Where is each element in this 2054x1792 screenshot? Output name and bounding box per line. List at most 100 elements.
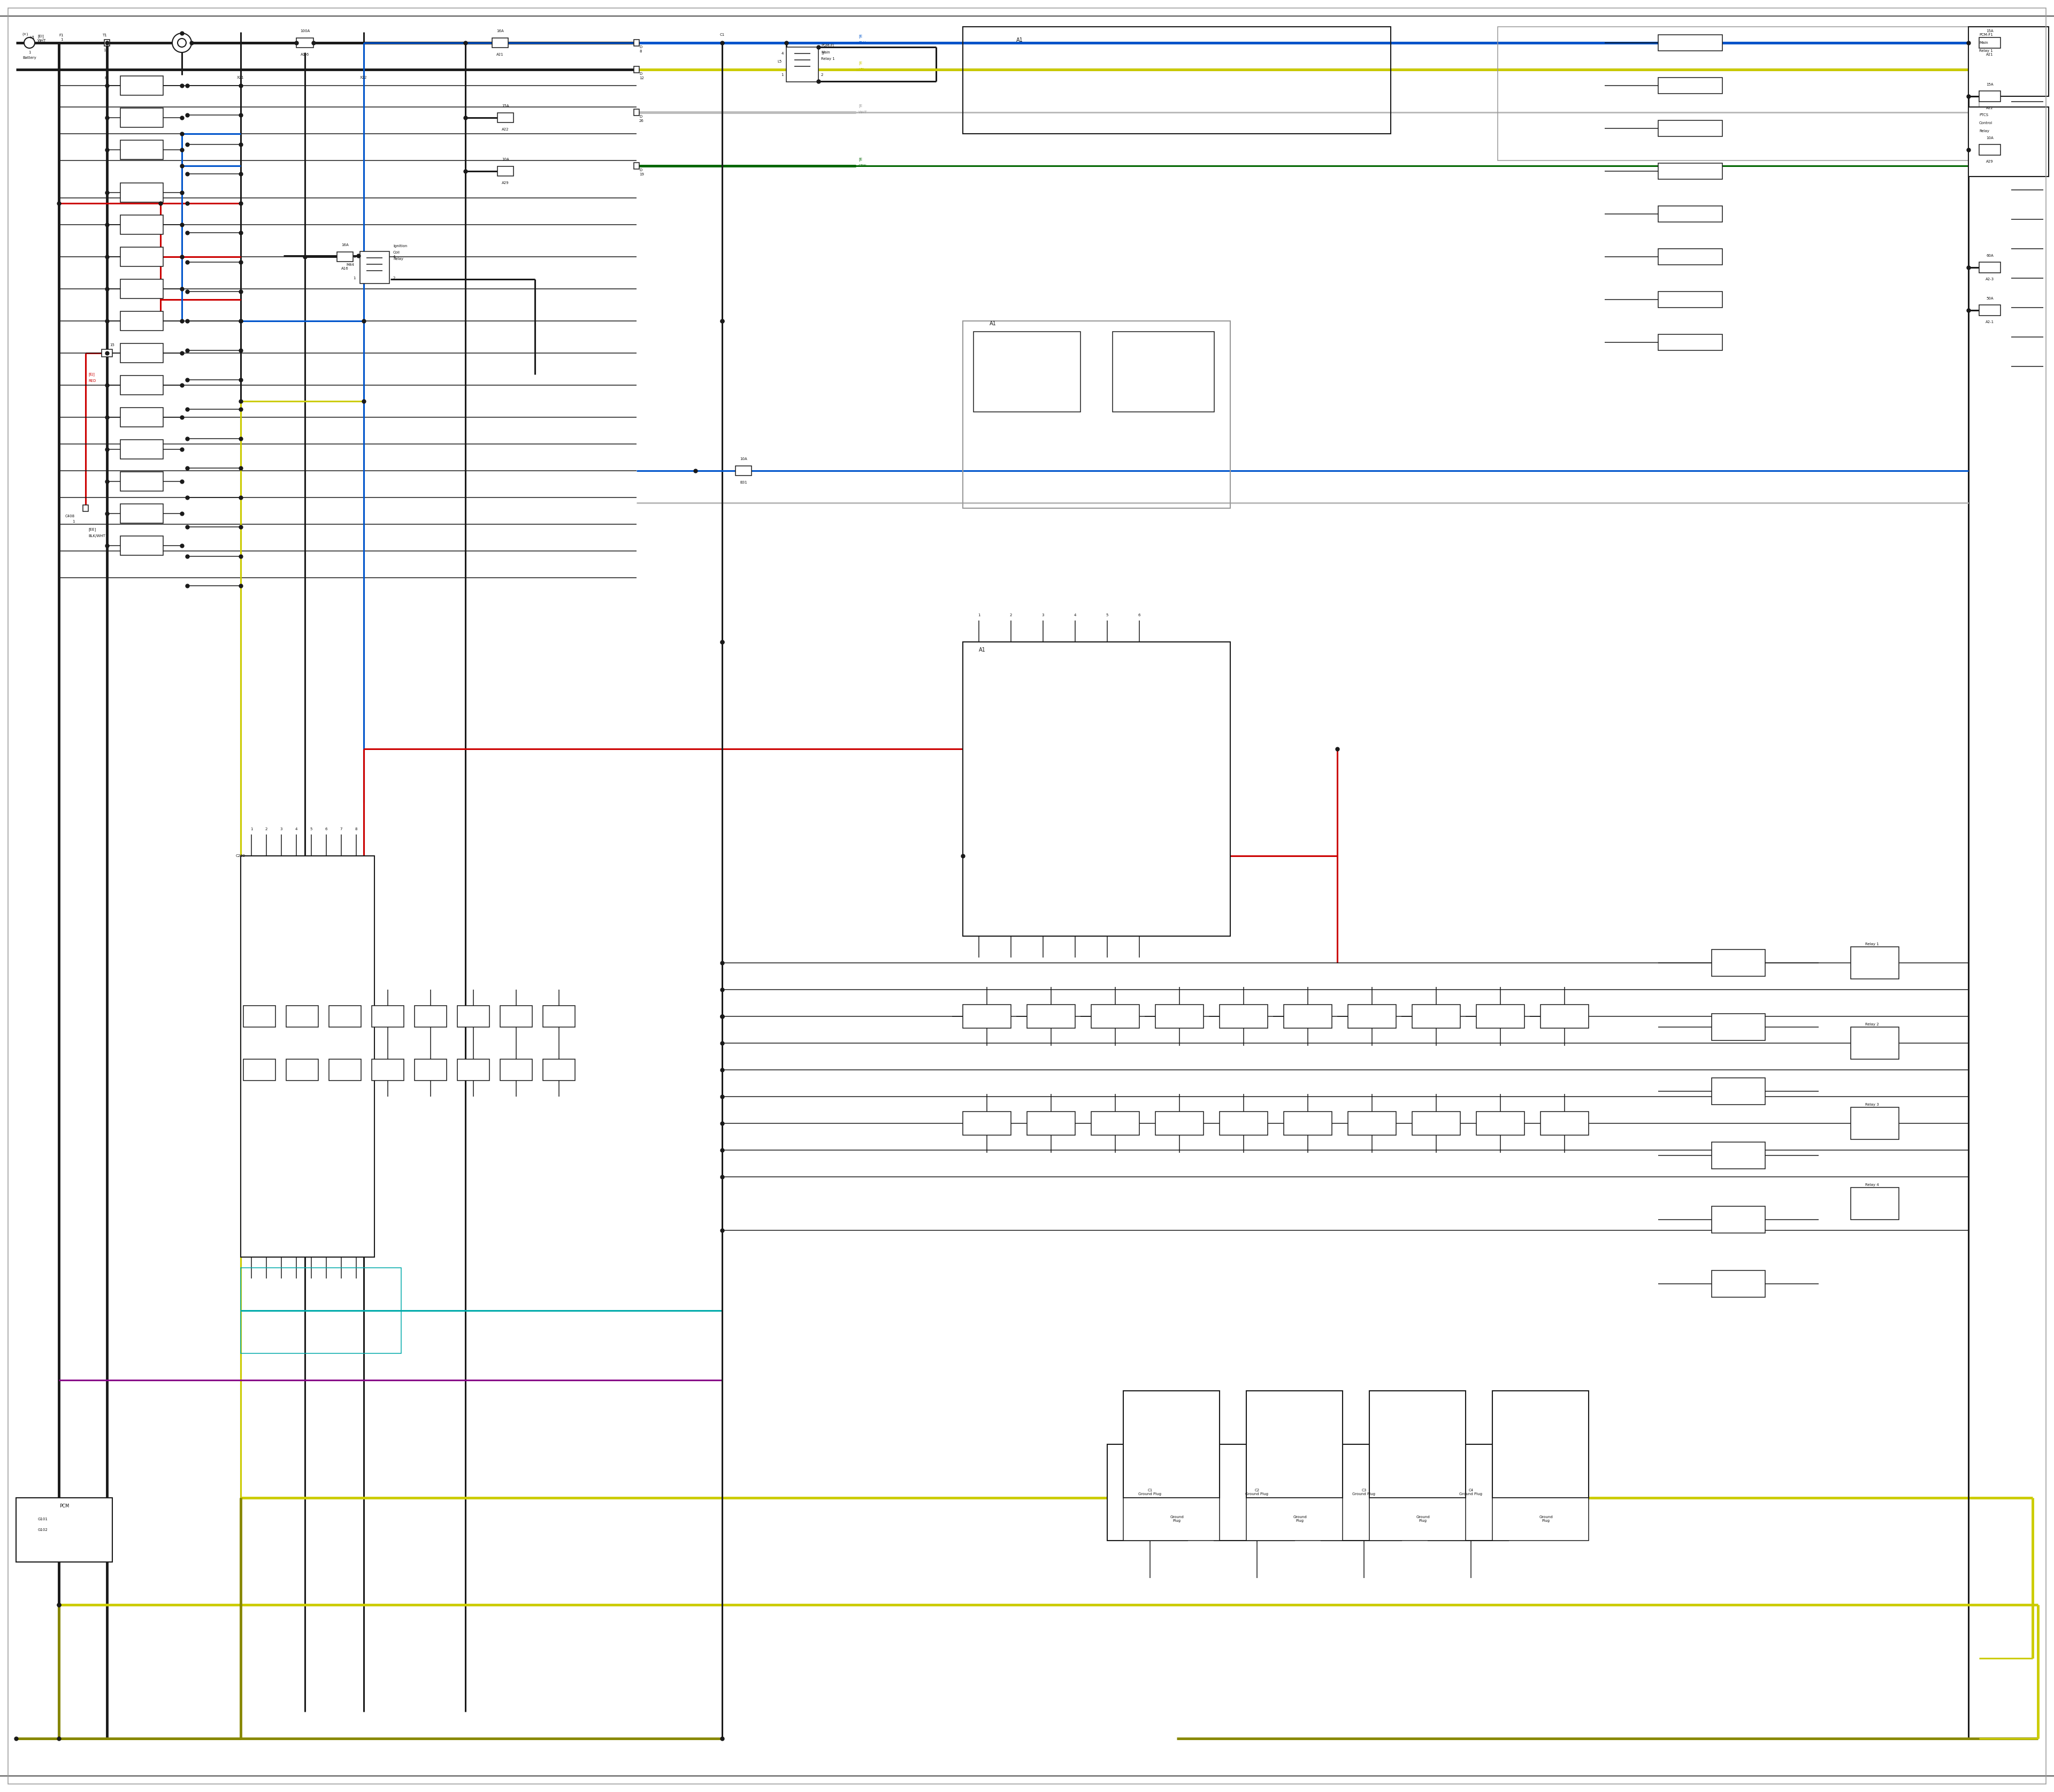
Bar (121, 407, 162, 426)
Bar (1980, 305, 2001, 315)
Bar (1124, 1498, 1220, 1541)
Text: X21: X21 (236, 75, 244, 79)
Text: Ground
Plug: Ground Plug (1415, 1516, 1430, 1523)
Bar (121, 215, 162, 235)
Bar (121, 439, 162, 459)
Bar (1027, 1005, 1074, 1029)
Text: 6: 6 (1138, 613, 1140, 616)
Bar (1370, 1391, 1467, 1498)
Text: 15A: 15A (1986, 29, 1994, 32)
Text: WHT: WHT (37, 39, 45, 43)
Bar (1851, 1188, 1898, 1220)
Bar (1658, 335, 1723, 351)
Text: 8: 8 (355, 828, 357, 831)
Bar (1247, 1498, 1343, 1541)
Bar (1493, 1391, 1588, 1498)
Text: D
19: D 19 (639, 168, 645, 176)
Text: X22: X22 (359, 75, 368, 79)
Bar (1711, 1142, 1764, 1168)
Bar (1284, 1111, 1331, 1134)
Bar (1711, 1206, 1764, 1233)
Bar (1413, 1111, 1460, 1134)
Text: A29: A29 (501, 181, 509, 185)
Bar (1284, 1005, 1331, 1029)
Text: A22: A22 (501, 127, 509, 131)
Bar (286, 1005, 318, 1027)
Bar (1347, 1111, 1397, 1134)
Text: Relay: Relay (1980, 129, 1988, 133)
Text: C4
Ground Plug: C4 Ground Plug (1460, 1489, 1483, 1496)
Bar (1658, 120, 1723, 136)
Text: 15: 15 (109, 344, 115, 346)
Bar (1107, 1444, 1187, 1541)
Bar (635, 39, 639, 47)
Bar (1851, 1107, 1898, 1140)
Text: Relay 1: Relay 1 (822, 57, 834, 61)
Bar (635, 163, 639, 168)
Text: A2-3: A2-3 (1986, 278, 1994, 281)
Text: Coil: Coil (392, 251, 401, 254)
Text: D
8: D 8 (639, 47, 643, 52)
Bar (121, 376, 162, 394)
Text: M44: M44 (347, 263, 353, 267)
Bar (242, 1059, 275, 1081)
Text: 3: 3 (1041, 613, 1043, 616)
Bar (121, 536, 162, 556)
Text: A1-6: A1-6 (300, 54, 310, 56)
Bar (121, 280, 162, 299)
Text: 15A: 15A (501, 104, 509, 108)
Text: B31: B31 (739, 480, 748, 484)
Text: [E: [E (859, 34, 863, 38)
Bar (1711, 950, 1764, 977)
Bar (1658, 292, 1723, 308)
Text: [EI]: [EI] (37, 34, 43, 38)
Text: 10A: 10A (739, 457, 748, 461)
Bar (1711, 1077, 1764, 1104)
Text: 6: 6 (325, 828, 327, 831)
Text: A1: A1 (980, 647, 986, 652)
Text: C2
Ground Plug: C2 Ground Plug (1245, 1489, 1269, 1496)
Bar (1497, 27, 1980, 161)
Bar (542, 1059, 575, 1081)
Bar (1477, 1111, 1524, 1134)
Bar (329, 1059, 362, 1081)
Bar (121, 183, 162, 202)
Text: H1: H1 (29, 36, 35, 39)
Text: A1: A1 (1017, 38, 1023, 43)
Bar (1428, 1444, 1508, 1541)
Bar (105, 39, 109, 47)
Text: 15A: 15A (1986, 82, 1994, 86)
Bar (493, 38, 507, 48)
Bar (1220, 1111, 1267, 1134)
Bar (1154, 1005, 1204, 1029)
Text: PCM-F1: PCM-F1 (1980, 34, 1992, 36)
Text: (+): (+) (23, 32, 29, 36)
Bar (1027, 1111, 1074, 1134)
Bar (963, 321, 1230, 509)
Text: 1: 1 (781, 73, 785, 77)
Bar (1980, 38, 2001, 48)
Text: C1: C1 (719, 34, 725, 36)
Bar (963, 1111, 1011, 1134)
Text: A1: A1 (990, 321, 996, 326)
Bar (1658, 249, 1723, 265)
Bar (372, 1005, 405, 1027)
Text: [E: [E (859, 61, 863, 65)
Bar (121, 471, 162, 491)
Bar (415, 1005, 446, 1027)
Bar (1968, 108, 2048, 177)
Bar (974, 332, 1080, 412)
Text: T1: T1 (103, 34, 107, 38)
Text: Main: Main (1980, 41, 1988, 45)
Bar (121, 312, 162, 330)
Bar (372, 1059, 405, 1081)
Bar (1214, 1444, 1294, 1541)
Bar (1091, 1005, 1140, 1029)
Text: 1: 1 (353, 276, 355, 280)
Text: A29: A29 (1986, 159, 1994, 163)
Circle shape (25, 38, 35, 48)
Text: GRN: GRN (859, 165, 867, 167)
Bar (240, 1267, 401, 1353)
Text: G101: G101 (37, 1518, 47, 1521)
Bar (1370, 1498, 1467, 1541)
